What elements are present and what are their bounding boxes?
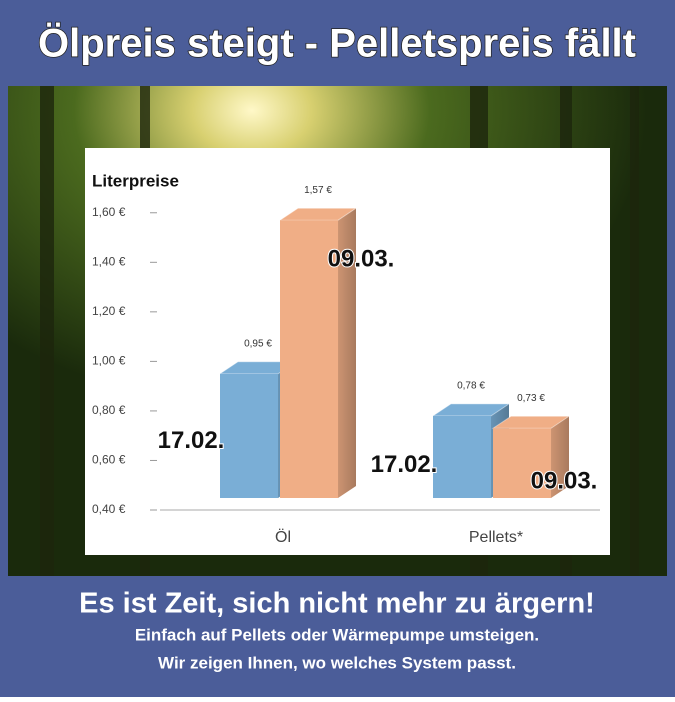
footer-line: Wir zeigen Ihnen, wo welches System pass… [158, 653, 516, 672]
value-label: 0,95 € [244, 338, 272, 349]
y-tick-label: 0,60 € [92, 453, 126, 467]
footer-headline: Es ist Zeit, sich nicht mehr zu ärgern! [79, 588, 595, 620]
y-tick-label: 1,40 € [92, 254, 126, 268]
series-label: 17.02. [158, 427, 225, 454]
bar [433, 416, 491, 498]
title: Ölpreis steigt - Pelletspreis fällt [38, 21, 636, 66]
series-label: 09.03. [328, 246, 395, 273]
y-tick-label: 1,20 € [92, 304, 126, 318]
series-label: 17.02. [371, 451, 438, 478]
value-label: 0,78 € [457, 381, 485, 392]
x-tick-label: Öl [275, 528, 291, 546]
y-tick-label: 1,60 € [92, 205, 126, 219]
value-label: 0,73 € [517, 393, 545, 404]
y-tick-label: 0,40 € [92, 502, 126, 516]
value-label: 1,57 € [304, 185, 332, 196]
poster: Ölpreis steigt - Pelletspreis fällt Lite… [0, 0, 675, 697]
bar [220, 374, 278, 498]
series-label: 09.03. [531, 468, 598, 495]
y-tick-label: 1,00 € [92, 354, 126, 368]
x-tick-label: Pellets* [469, 529, 523, 546]
y-axis-label: Literpreise [92, 171, 179, 190]
footer-line: Einfach auf Pellets oder Wärmepumpe umst… [135, 625, 539, 644]
y-tick-label: 0,80 € [92, 403, 126, 417]
